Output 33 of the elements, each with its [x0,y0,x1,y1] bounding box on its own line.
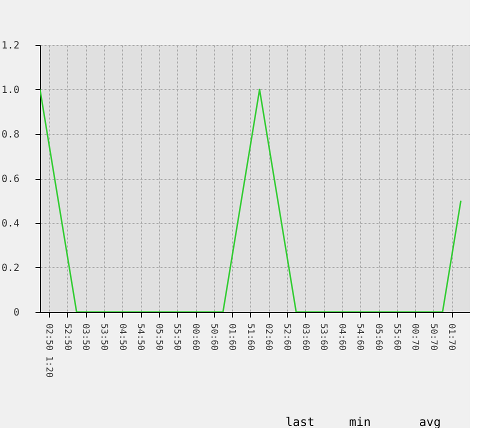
y-tick-label: 0 [13,308,20,318]
x-tick-label: 01:70 [446,324,456,351]
x-tick-label: 53:60 [318,324,328,351]
x-tick-label: 52:60 [282,324,292,351]
x-tick-label: 52:50 [62,324,72,351]
x-tick-label: 50:70 [428,324,438,351]
x-tick-label: 01:60 [226,324,237,351]
x-tick-label: 04:50 [116,324,127,351]
y-tick-label: 0.2 [1,263,20,274]
y-tick-label: 1.2 [1,40,20,52]
x-tick-label: 53:50 [98,324,109,351]
x-tick-label: 55:50 [172,324,182,351]
line-series [40,88,462,312]
text: min [349,415,371,428]
x-tick-label: 55:60 [391,324,402,351]
x-tick-label: 05:60 [373,324,384,351]
x-tick-label: 02:50 1:20 [44,324,54,378]
x-tick-label: 00:60 [190,324,200,351]
x-tick-label: 03:50 [80,324,90,351]
x-tick-label: 02:60 [263,324,274,351]
x-tick-label: 54:60 [354,324,365,351]
y-tick-label: 0.8 [1,130,20,140]
y-tick-label: 1.0 [1,85,20,96]
x-tick-label: 03:60 [300,324,310,351]
text: last [286,415,314,428]
x-tick-label: 54:50 [135,324,146,351]
x-tick-label: 51:60 [244,324,255,351]
y-tick-label: 0.4 [1,218,20,230]
x-tick-label: 04:60 [336,324,346,351]
y-tick-label: 0.6 [1,174,20,185]
x-tick-label: 50:60 [208,324,218,351]
x-tick-label: 00:70 [410,324,420,351]
x-tick-label: 05:50 [153,324,164,351]
